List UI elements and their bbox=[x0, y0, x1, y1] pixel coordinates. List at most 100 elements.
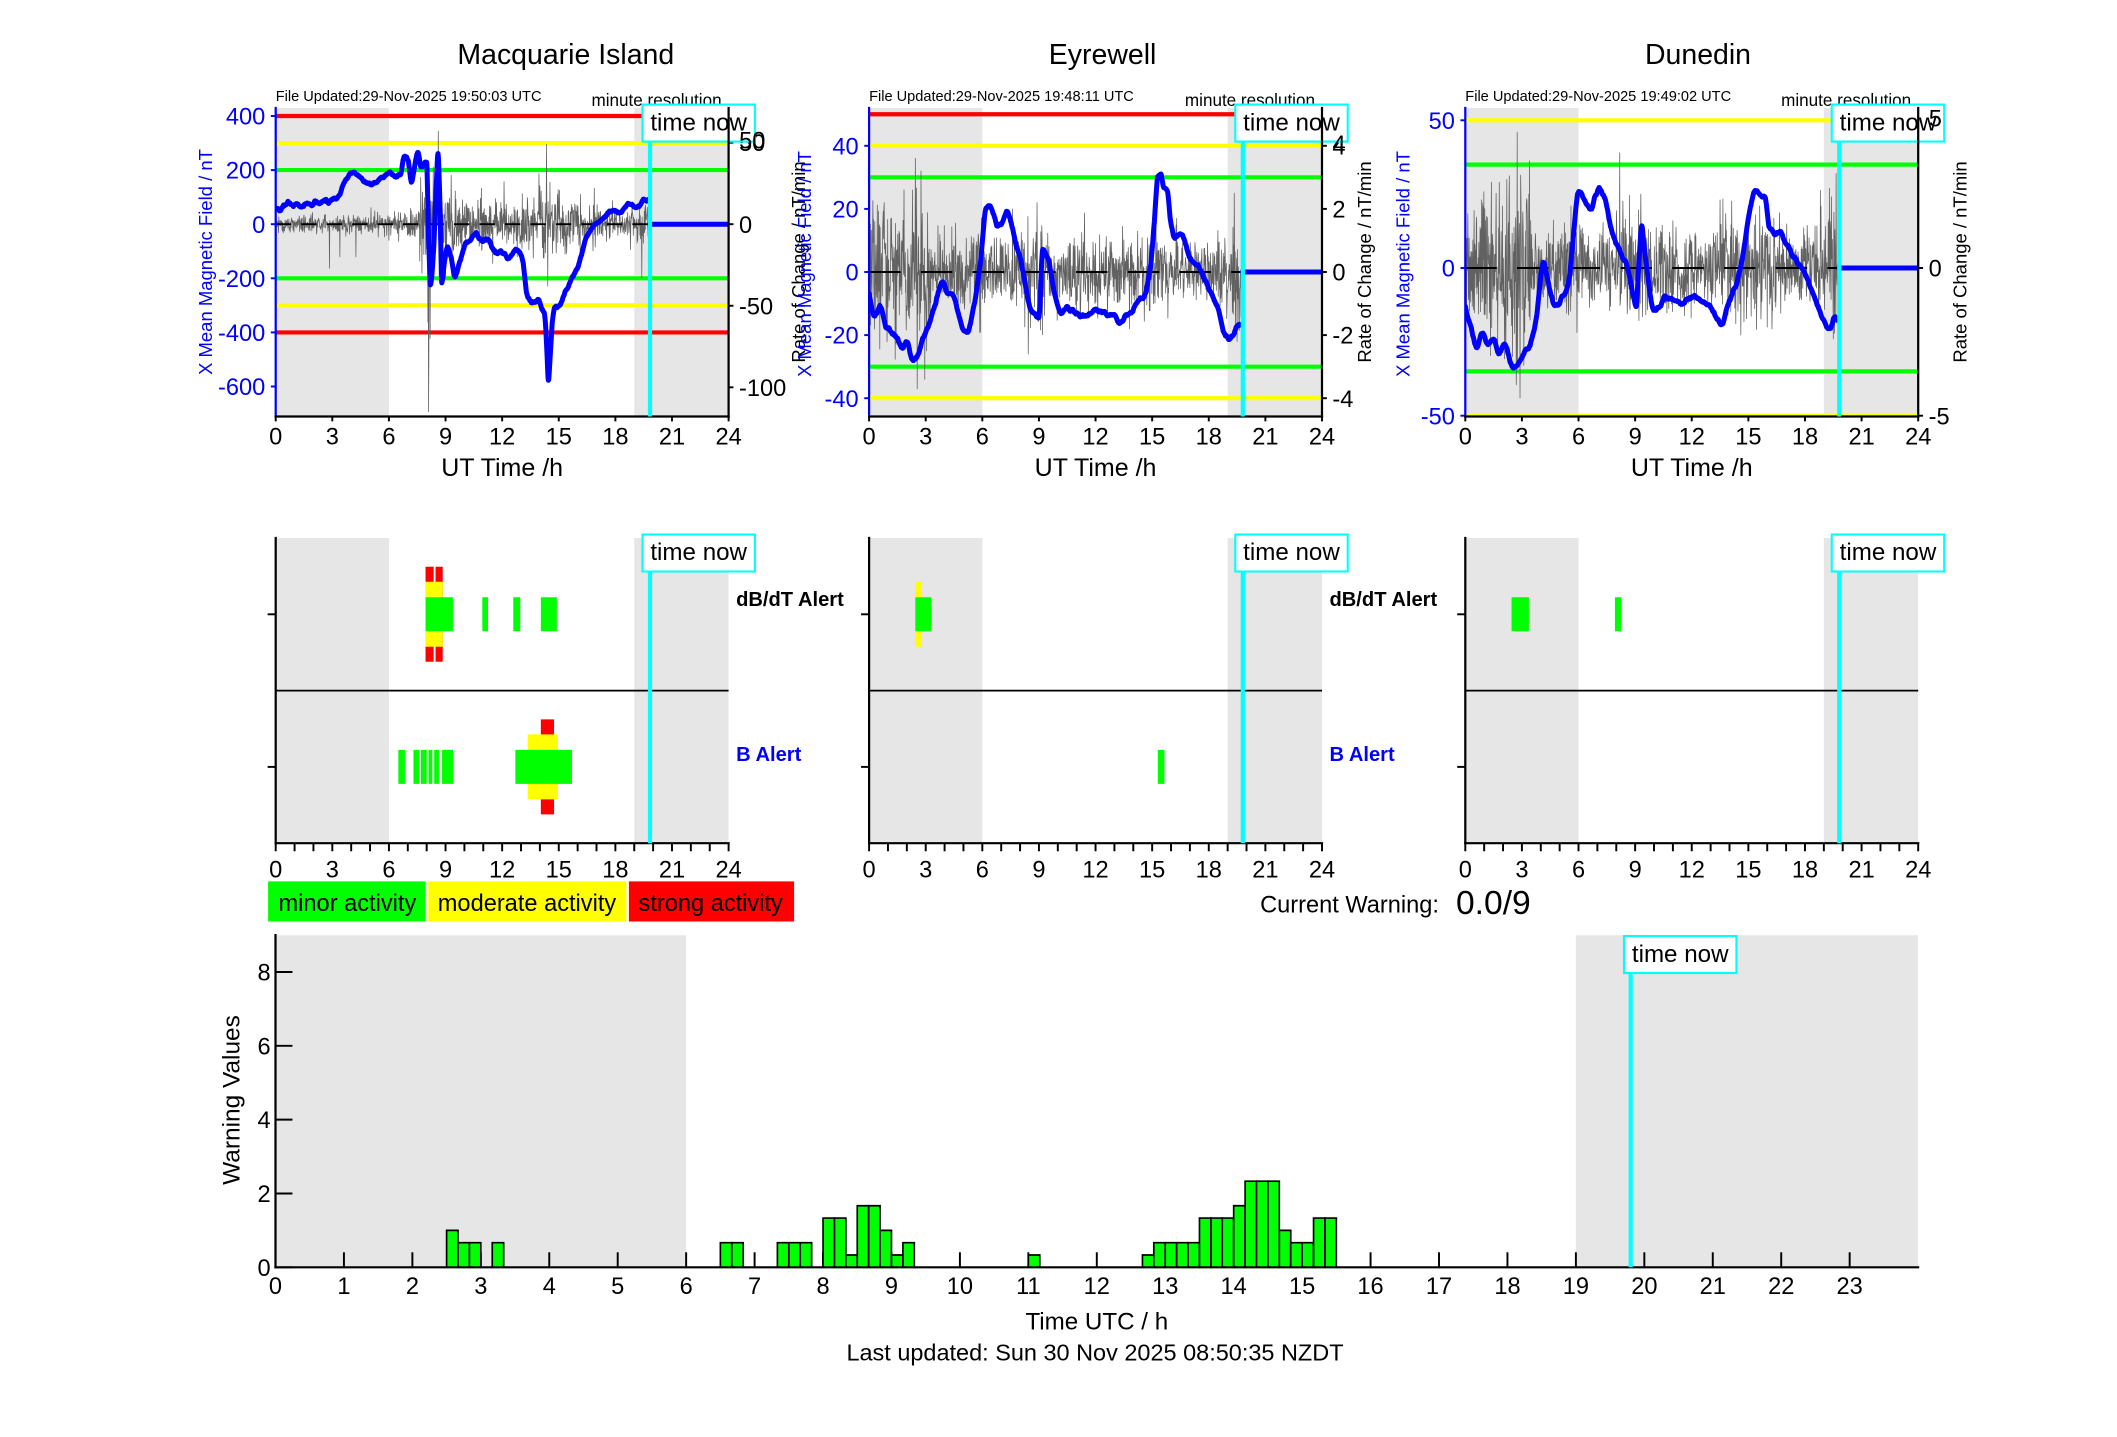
svg-text:4: 4 bbox=[1333, 132, 1346, 158]
svg-text:4: 4 bbox=[257, 1108, 270, 1134]
svg-text:18: 18 bbox=[602, 857, 628, 883]
svg-text:24: 24 bbox=[715, 425, 741, 451]
svg-text:17: 17 bbox=[1426, 1274, 1452, 1300]
svg-text:2: 2 bbox=[406, 1274, 419, 1300]
svg-text:18: 18 bbox=[1196, 425, 1222, 451]
svg-text:UT Time /h: UT Time /h bbox=[1631, 454, 1753, 482]
svg-text:-100: -100 bbox=[739, 376, 786, 402]
svg-text:21: 21 bbox=[1700, 1274, 1726, 1300]
svg-text:minor activity: minor activity bbox=[279, 891, 417, 917]
svg-text:12: 12 bbox=[1084, 1274, 1110, 1300]
svg-text:5: 5 bbox=[1929, 106, 1942, 132]
svg-text:6: 6 bbox=[976, 857, 989, 883]
svg-text:dB/dT Alert: dB/dT Alert bbox=[1329, 589, 1437, 611]
svg-text:22: 22 bbox=[1768, 1274, 1794, 1300]
svg-text:15: 15 bbox=[1139, 857, 1165, 883]
svg-text:13: 13 bbox=[1152, 1274, 1178, 1300]
svg-text:21: 21 bbox=[1252, 857, 1278, 883]
svg-text:6: 6 bbox=[680, 1274, 693, 1300]
svg-text:9: 9 bbox=[439, 425, 452, 451]
svg-text:X Mean Magnetic Field / nT: X Mean Magnetic Field / nT bbox=[1392, 151, 1413, 377]
svg-text:-400: -400 bbox=[218, 321, 265, 347]
svg-text:B Alert: B Alert bbox=[1329, 744, 1395, 766]
svg-text:0.0/9: 0.0/9 bbox=[1456, 885, 1531, 922]
svg-text:2: 2 bbox=[257, 1182, 270, 1208]
svg-text:B Alert: B Alert bbox=[736, 744, 802, 766]
svg-text:3: 3 bbox=[326, 425, 339, 451]
svg-text:21: 21 bbox=[659, 857, 685, 883]
svg-text:File Updated:29-Nov-2025 19:50: File Updated:29-Nov-2025 19:50:03 UTC bbox=[276, 89, 542, 105]
svg-text:2: 2 bbox=[1332, 197, 1345, 223]
svg-text:0: 0 bbox=[269, 425, 282, 451]
svg-text:12: 12 bbox=[489, 857, 515, 883]
svg-text:24: 24 bbox=[1309, 857, 1335, 883]
svg-text:9: 9 bbox=[1032, 857, 1045, 883]
svg-text:3: 3 bbox=[919, 425, 932, 451]
svg-text:50: 50 bbox=[739, 129, 765, 155]
svg-text:UT Time /h: UT Time /h bbox=[1035, 454, 1157, 482]
svg-text:12: 12 bbox=[1082, 425, 1108, 451]
svg-text:6: 6 bbox=[976, 425, 989, 451]
svg-text:18: 18 bbox=[1792, 425, 1818, 451]
svg-text:20: 20 bbox=[1631, 1274, 1657, 1300]
svg-text:0: 0 bbox=[863, 425, 876, 451]
svg-text:15: 15 bbox=[1735, 857, 1761, 883]
svg-text:Time UTC / h: Time UTC / h bbox=[1025, 1308, 1168, 1335]
svg-text:Dunedin: Dunedin bbox=[1645, 39, 1751, 71]
svg-text:dB/dT Alert: dB/dT Alert bbox=[736, 589, 844, 611]
svg-text:24: 24 bbox=[715, 857, 741, 883]
svg-text:time now: time now bbox=[1840, 109, 1937, 136]
svg-text:9: 9 bbox=[885, 1274, 898, 1300]
svg-text:X Mean Magnetic Field / nT: X Mean Magnetic Field / nT bbox=[195, 149, 216, 375]
svg-text:7: 7 bbox=[748, 1274, 761, 1300]
svg-text:15: 15 bbox=[546, 425, 572, 451]
svg-text:-50: -50 bbox=[1421, 404, 1455, 430]
svg-text:18: 18 bbox=[1196, 857, 1222, 883]
svg-text:6: 6 bbox=[1572, 857, 1585, 883]
svg-text:9: 9 bbox=[1629, 857, 1642, 883]
svg-text:Last updated: Sun 30 Nov 2025: Last updated: Sun 30 Nov 2025 08:50:35 N… bbox=[846, 1340, 1343, 1366]
svg-text:3: 3 bbox=[326, 857, 339, 883]
svg-text:-5: -5 bbox=[1929, 404, 1950, 430]
svg-text:0: 0 bbox=[846, 261, 859, 287]
svg-text:400: 400 bbox=[226, 105, 265, 131]
svg-text:Macquarie Island: Macquarie Island bbox=[457, 39, 674, 71]
svg-text:15: 15 bbox=[1289, 1274, 1315, 1300]
svg-text:1: 1 bbox=[337, 1274, 350, 1300]
svg-text:16: 16 bbox=[1357, 1274, 1383, 1300]
svg-text:4: 4 bbox=[543, 1274, 556, 1300]
svg-text:-20: -20 bbox=[825, 324, 859, 350]
svg-text:time now: time now bbox=[1632, 941, 1729, 968]
svg-text:0: 0 bbox=[739, 213, 752, 239]
svg-text:time now: time now bbox=[1840, 539, 1937, 566]
svg-text:18: 18 bbox=[1494, 1274, 1520, 1300]
svg-text:6: 6 bbox=[382, 857, 395, 883]
svg-text:21: 21 bbox=[1848, 857, 1874, 883]
svg-text:3: 3 bbox=[474, 1274, 487, 1300]
svg-text:3: 3 bbox=[919, 857, 932, 883]
svg-text:12: 12 bbox=[1679, 425, 1705, 451]
svg-text:8: 8 bbox=[257, 961, 270, 987]
svg-text:6: 6 bbox=[257, 1034, 270, 1060]
svg-text:6: 6 bbox=[1572, 425, 1585, 451]
svg-text:40: 40 bbox=[832, 134, 858, 160]
svg-text:time now: time now bbox=[1243, 539, 1340, 566]
svg-text:0: 0 bbox=[863, 857, 876, 883]
svg-text:0: 0 bbox=[269, 1274, 282, 1300]
svg-text:0: 0 bbox=[269, 857, 282, 883]
svg-text:21: 21 bbox=[659, 425, 685, 451]
svg-text:-2: -2 bbox=[1332, 324, 1353, 350]
svg-text:-600: -600 bbox=[218, 375, 265, 401]
svg-text:UT Time /h: UT Time /h bbox=[441, 454, 563, 482]
svg-text:Rate of Change / nT/min: Rate of Change / nT/min bbox=[788, 161, 809, 362]
svg-text:-4: -4 bbox=[1332, 387, 1353, 413]
svg-text:12: 12 bbox=[1082, 857, 1108, 883]
svg-text:15: 15 bbox=[1735, 425, 1761, 451]
svg-text:21: 21 bbox=[1252, 425, 1278, 451]
svg-text:24: 24 bbox=[1905, 857, 1931, 883]
svg-text:5: 5 bbox=[611, 1274, 624, 1300]
svg-text:9: 9 bbox=[439, 857, 452, 883]
svg-text:0: 0 bbox=[257, 1256, 270, 1282]
svg-text:0: 0 bbox=[1929, 257, 1942, 283]
svg-text:21: 21 bbox=[1848, 425, 1874, 451]
